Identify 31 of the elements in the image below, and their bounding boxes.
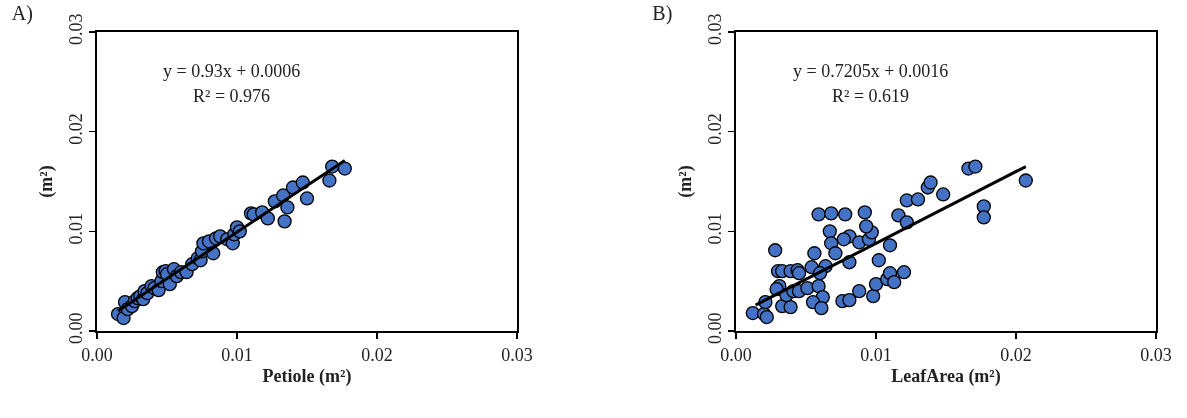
annotation: y = 0.7205x + 0.0016 <box>793 61 949 81</box>
x-axis-title: Petiole (m²) <box>262 366 352 388</box>
x-tick-label: 0.01 <box>860 344 892 365</box>
chart-title: A) <box>11 2 33 26</box>
point <box>322 173 337 188</box>
point <box>299 191 315 206</box>
point <box>337 161 352 176</box>
annotation: y = 0.93x + 0.0006 <box>163 61 301 81</box>
x-axis-title: LeafArea (m²) <box>891 366 1001 388</box>
y-axis-title: (m²) <box>675 165 697 198</box>
point <box>277 214 292 229</box>
y-tick-label: 0.01 <box>65 212 86 245</box>
x-tick-label: 0.02 <box>1000 344 1032 365</box>
x-tick-label: 0.00 <box>720 344 752 365</box>
y-tick-label: 0.03 <box>65 13 86 46</box>
x-tick-label: 0.01 <box>221 344 253 365</box>
annotation: R² = 0.976 <box>193 86 271 106</box>
y-tick-label: 0.00 <box>65 312 86 345</box>
y-tick-label: 0.03 <box>704 13 725 46</box>
y-tick-label: 0.02 <box>65 113 86 145</box>
annotation: R² = 0.619 <box>832 86 910 106</box>
y-tick-label: 0.01 <box>704 212 725 245</box>
chart-title: B) <box>652 2 673 26</box>
point <box>280 200 295 215</box>
y-axis-title: (m²) <box>36 165 58 198</box>
y-tick-label: 0.00 <box>704 312 725 345</box>
y-tick-label: 0.02 <box>704 113 725 145</box>
x-tick-label: 0.03 <box>501 344 533 365</box>
x-tick-label: 0.03 <box>1140 344 1172 365</box>
x-tick-label: 0.00 <box>81 344 113 365</box>
x-tick-label: 0.02 <box>361 344 393 365</box>
